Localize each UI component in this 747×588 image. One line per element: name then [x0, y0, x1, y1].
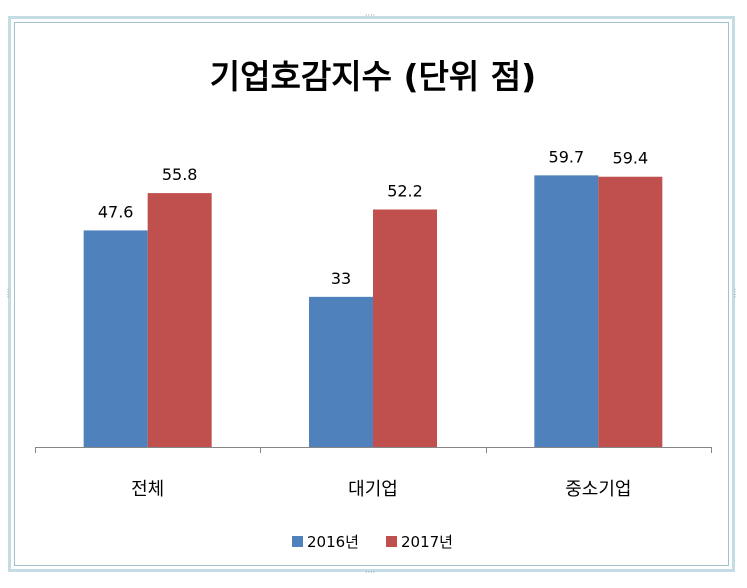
bar-2-1 [147, 193, 212, 447]
resize-handle-bottom[interactable]: ···· [365, 568, 376, 577]
data-label: 33 [331, 269, 351, 288]
bar-2-3 [598, 176, 663, 448]
data-label: 52.2 [387, 181, 423, 200]
category-label: 중소기업 [565, 479, 631, 500]
bar-1-2 [309, 296, 373, 447]
legend-label-2: 2017년 [401, 533, 453, 551]
bar-2-2 [373, 209, 437, 447]
bar-1-1 [83, 230, 148, 447]
data-label: 59.4 [613, 149, 649, 168]
bar-1-3 [534, 175, 599, 448]
category-label: 대기업 [348, 479, 398, 500]
chart-title: 기업호감지수 (단위 점) [210, 57, 536, 96]
resize-handle-top[interactable]: ···· [365, 11, 376, 20]
resize-handle-right[interactable]: ···· [730, 288, 739, 299]
data-label: 59.7 [549, 147, 585, 166]
resize-handle-left[interactable]: ···· [3, 288, 12, 299]
legend-swatch-2 [386, 536, 397, 547]
chart-frame-inner [14, 22, 729, 566]
category-label: 전체 [131, 479, 164, 500]
legend-label-1: 2016년 [307, 533, 359, 551]
data-label: 55.8 [162, 165, 198, 184]
data-label: 47.6 [98, 202, 134, 221]
legend-swatch-1 [292, 536, 303, 547]
